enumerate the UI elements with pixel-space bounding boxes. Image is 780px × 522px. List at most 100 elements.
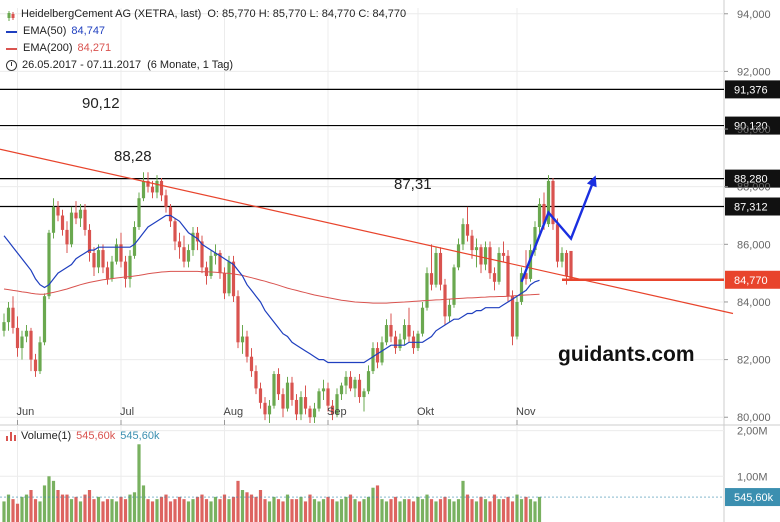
candle-body [375,348,380,363]
volume-bar [447,499,452,522]
candle-body [366,371,371,392]
candle-body [425,273,429,308]
ema50-line [3,214,540,364]
volume-bar [434,501,438,522]
candle-body [74,212,78,219]
volume-bar [78,501,83,522]
volume-bar [204,499,209,522]
volume-badge [725,488,780,507]
volume-bar [87,490,92,522]
volume-bar [213,496,218,522]
volume-bar [402,499,407,522]
candle-body [303,397,308,409]
candle-body [38,342,42,372]
candle-body [344,376,348,386]
candle-body [42,296,47,343]
candle-body [434,252,438,285]
clock-icon [6,60,17,71]
candle-body [501,252,506,256]
volume-bar [528,499,533,522]
volume-bar [200,494,204,522]
volume-bar [128,494,132,522]
level-annotation: 87,31 [394,176,432,193]
volume-bar [177,496,182,522]
candle-body [555,224,560,262]
level-badge-label: 90,120 [734,121,768,133]
candle-body [330,405,335,415]
candle-body [384,325,389,343]
volume-bar [231,496,236,522]
level-badge-label: 88,280 [734,174,768,186]
volume-bar [146,499,150,522]
volume-bar [389,499,393,522]
candle-body [168,206,173,222]
candle-body [222,273,227,294]
volume-bar [74,496,78,522]
volume-bar [132,492,137,522]
volume-bar [20,496,24,522]
volume-bar [56,490,60,522]
volume-bar [398,501,402,522]
volume-bar [344,496,348,522]
candle-body [506,255,510,297]
candle-body [515,301,519,337]
volume-bar [24,494,29,522]
volume-bar [11,499,15,522]
volume-bar [83,494,87,522]
volume-value-1: 545,60k [76,430,116,442]
volume-bar [123,499,128,522]
price-tick-label: 94,000 [737,9,771,21]
candle-body [290,382,294,400]
volume-bar [137,444,141,522]
month-label: Aug [224,406,244,418]
candle-body [524,273,528,279]
candle-body [51,206,56,233]
volume-bar [38,501,42,522]
candle-body [479,247,483,265]
projection-arrowhead [586,175,597,188]
volume-bar [60,494,65,522]
volume-bar [366,496,371,522]
candle-body [362,391,366,398]
volume-bar [222,494,227,522]
volume-bar [263,499,267,522]
legend-period-row: 26.05.2017 - 07.11.2017 (6 Monate, 1 Tag… [6,57,406,74]
volume-bar [92,499,96,522]
candle-body [69,212,74,245]
watermark: guidants.com [558,343,695,366]
volume-bar [110,499,114,522]
volume-bar [29,490,33,522]
candle-body [20,336,24,349]
candle-body [24,330,29,337]
candle-body [249,356,254,372]
volume-bar [380,499,384,522]
volume-bar [6,494,11,522]
volume-bar [141,485,146,522]
volume-bar [285,494,290,522]
volume-bar [105,499,110,522]
candle-body [533,227,537,251]
candle-body [335,394,339,415]
volume-bar [416,496,420,522]
candle-body [33,359,38,372]
volume-bar [267,501,272,522]
candle-body [209,255,213,277]
candle-body [272,374,276,406]
volume-bar [159,496,164,522]
candle-body [492,273,497,282]
volume-bar [461,480,465,522]
last-price-label: 84,770 [734,275,768,287]
candle-body [83,209,87,230]
candle-body [452,267,456,305]
candle-body [137,198,141,228]
volume-bar [506,496,510,522]
candle-body [461,224,465,245]
volume-bar [420,499,425,522]
candle-body [447,304,452,317]
volume-bar [443,496,447,522]
candle-body [254,371,258,389]
volume-bar [510,501,515,522]
candle-body [371,348,375,372]
volume-bar [335,501,339,522]
volume-bar [353,499,357,522]
